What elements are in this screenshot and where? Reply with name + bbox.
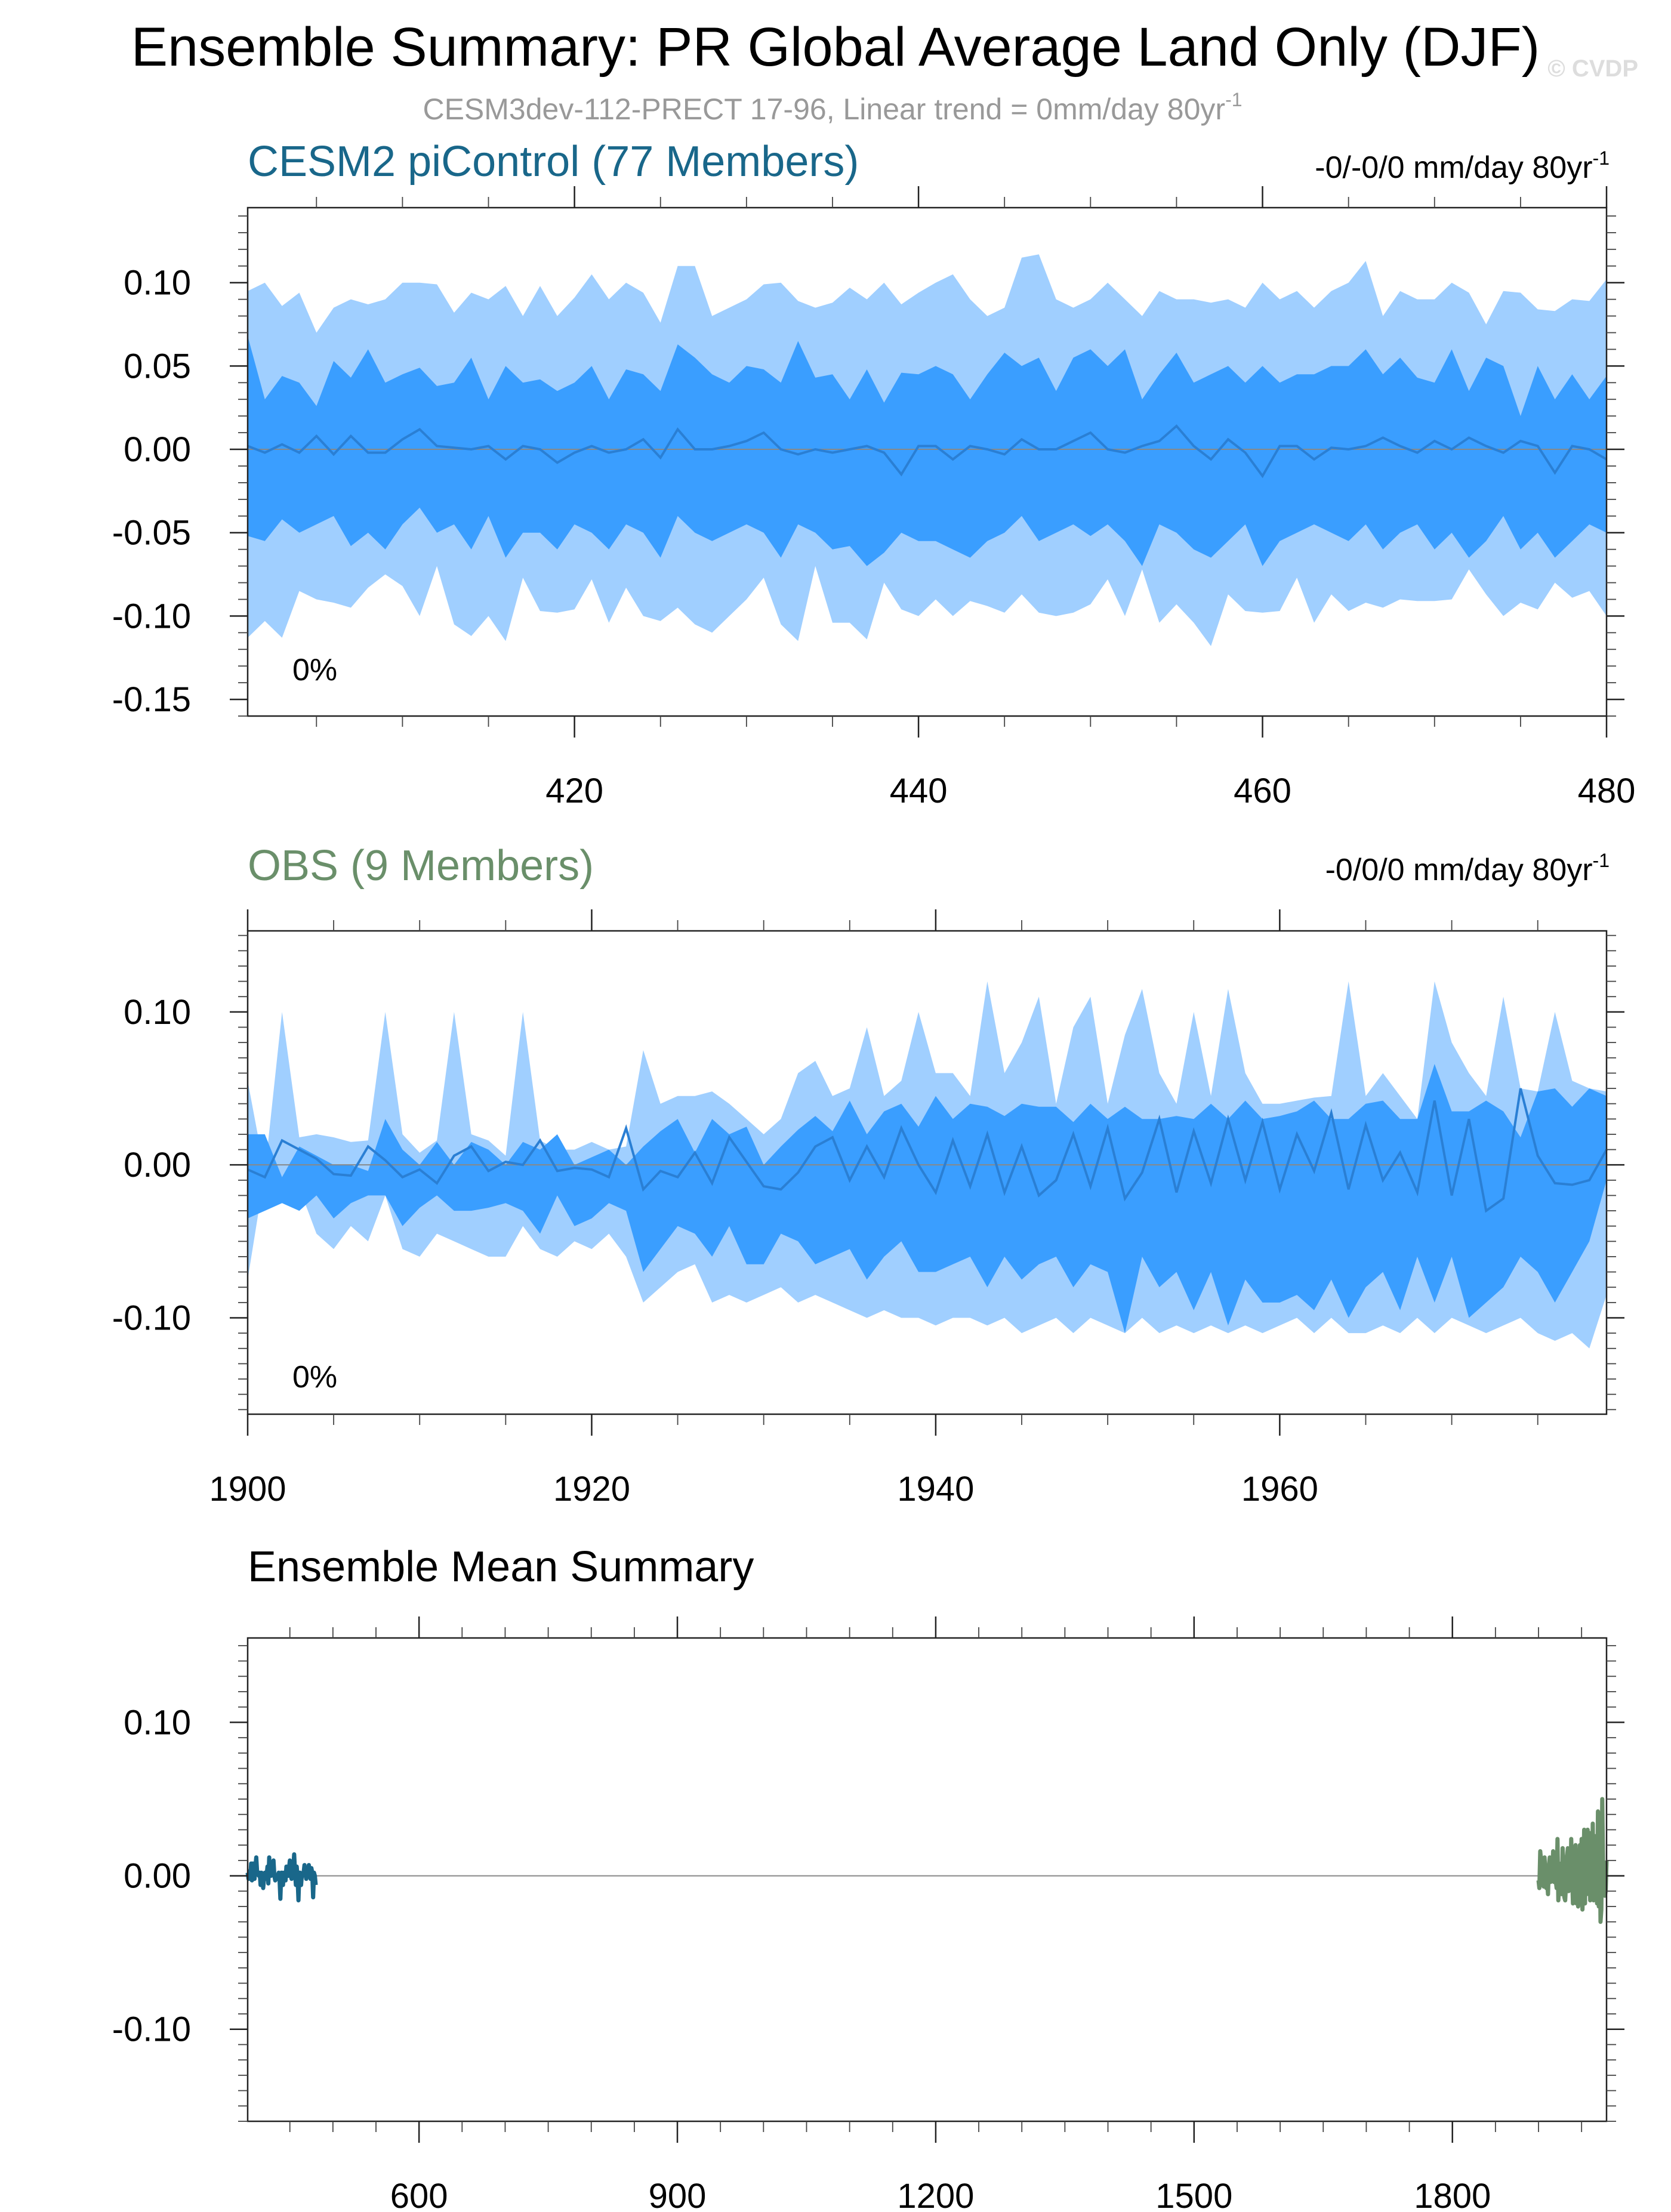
obs-y-tick-label: -0.10: [112, 1299, 191, 1338]
obs-inner-band: [248, 1064, 1607, 1334]
cesm2-trend-label: -0/-0/0 mm/day 80yr-1: [1315, 147, 1610, 185]
cesm2-percent-label: 0%: [292, 653, 337, 687]
obs-x-tick-label: 1940: [897, 1470, 974, 1508]
cesm2-trend-sup: -1: [1593, 147, 1610, 169]
obs-trend-label: -0/0/0 mm/day 80yr-1: [1325, 850, 1610, 887]
panel-ensemble-mean: Ensemble Mean Summary 0.10 0.00 -0.10 600 900…: [112, 1543, 1624, 2212]
cesm2-mean-line: [247, 424, 1608, 479]
ensemble-mean-x-tick-label: 900: [649, 2177, 707, 2212]
cesm2-y-tick-label: -0.10: [112, 597, 191, 635]
cesm2-x-tick-label: 480: [1578, 772, 1636, 810]
cesm2-x-tick-label: 420: [545, 772, 603, 810]
cesm2-trend-text: -0/-0/0 mm/day 80yr: [1315, 150, 1592, 185]
ensemble-mean-x-tick-label: 1800: [1414, 2177, 1491, 2212]
obs-title: OBS (9 Members): [248, 842, 594, 890]
cesm2-title: CESM2 piControl (77 Members): [248, 138, 859, 186]
obs-percent-label: 0%: [292, 1360, 337, 1395]
cesm2-y-tick-label: -0.15: [112, 680, 191, 719]
figure-subtitle-text: CESM3dev-112-PRECT 17-96, Linear trend =…: [423, 92, 1225, 126]
ensemble-mean-series-1: [1536, 1797, 1609, 1924]
obs-x-tick-label: 1960: [1241, 1470, 1318, 1508]
figure-subtitle-sup: -1: [1225, 89, 1242, 110]
ensemble-mean-x-tick-label: 1200: [897, 2177, 974, 2212]
ensemble-mean-y-tick-label: -0.10: [112, 2010, 191, 2049]
cesm2-x-tick-label: 460: [1234, 772, 1291, 810]
cesm2-inner-band: [248, 336, 1607, 566]
ensemble-mean-y-tick-label: 0.00: [124, 1857, 191, 1896]
obs-y-tick-label: 0.10: [124, 993, 191, 1032]
cesm2-y-tick-label: 0.00: [124, 430, 191, 469]
obs-mean-line: [247, 1088, 1608, 1213]
ensemble-mean-series-0: [245, 1852, 318, 1903]
figure-subtitle: CESM3dev-112-PRECT 17-96, Linear trend =…: [423, 89, 1242, 126]
figure-title: Ensemble Summary: PR Global Average Land…: [131, 17, 1540, 78]
ensemble-mean-plot-frame: [246, 1637, 1608, 2122]
cesm2-y-tick-label: 0.10: [124, 264, 191, 303]
watermark: © CVDP: [1547, 55, 1638, 82]
ensemble-mean-title: Ensemble Mean Summary: [248, 1543, 754, 1591]
cesm2-y-tick-label: 0.05: [124, 347, 191, 385]
ensemble-mean-x-tick-label: 1500: [1155, 2177, 1232, 2212]
cesm2-y-tick-label: -0.05: [112, 514, 191, 553]
cesm2-plot-frame: [246, 206, 1608, 717]
obs-plot-frame: [246, 930, 1608, 1415]
ensemble-mean-y-tick-label: 0.10: [124, 1703, 191, 1742]
obs-trend-sup: -1: [1593, 850, 1610, 871]
obs-x-tick-label: 1900: [209, 1470, 286, 1508]
obs-y-tick-label: 0.00: [124, 1146, 191, 1184]
cesm2-x-tick-label: 440: [890, 772, 948, 810]
obs-trend-text: -0/0/0 mm/day 80yr: [1325, 853, 1593, 887]
ensemble-mean-x-tick-label: 600: [390, 2177, 448, 2212]
panel-obs: OBS (9 Members) -0/0/0 mm/day 80yr-1 0.10 0…: [112, 842, 1624, 1508]
obs-x-tick-label: 1920: [553, 1470, 630, 1508]
panel-cesm2: CESM2 piControl (77 Members) -0/-0/0 mm/d…: [112, 138, 1636, 810]
